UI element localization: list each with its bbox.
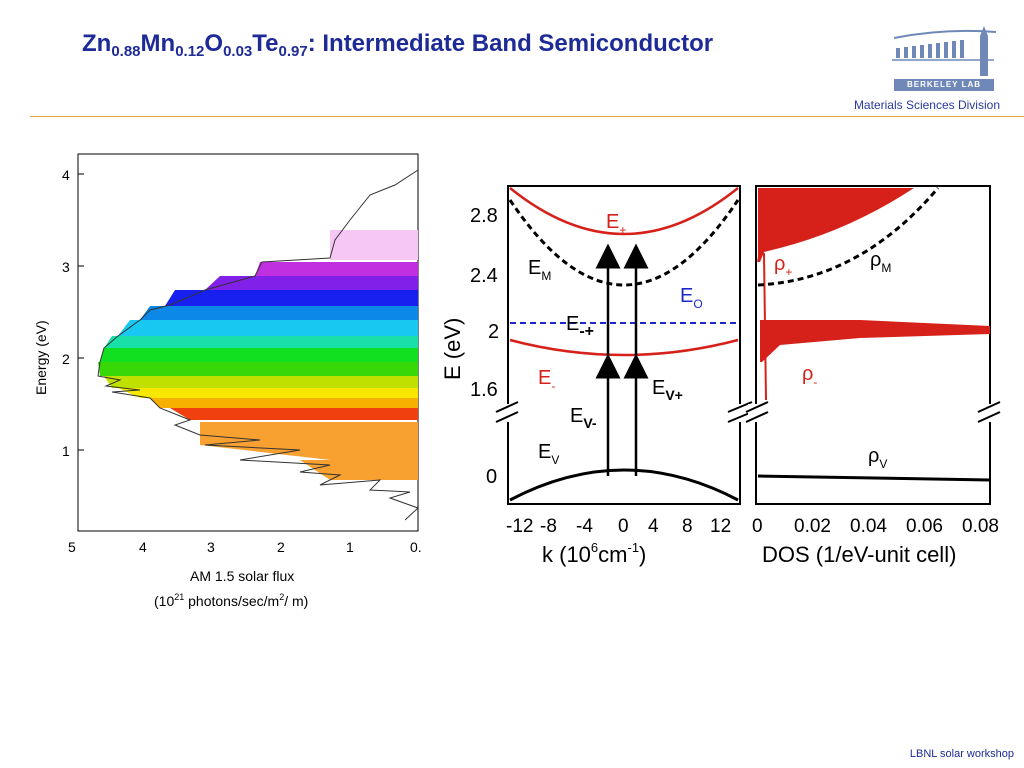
dos-xtick: 0: [752, 516, 763, 537]
solar-ytick: 3: [62, 259, 70, 275]
label-e-v-plus: EV+: [652, 377, 683, 403]
band-xtick: 0: [618, 516, 629, 537]
band-ytick: 2.8: [470, 205, 498, 227]
band-ytick: 0: [486, 466, 497, 488]
dos-x-axis: 0 0.02 0.04 0.06 0.08: [752, 516, 999, 537]
e-minus-band: [509, 338, 739, 357]
band-plot-frame: [507, 185, 741, 505]
solar-xtick: 2: [277, 539, 285, 555]
band-ytick: 1.6: [470, 379, 498, 401]
solar-ytick: 4: [62, 167, 70, 183]
label-rho-m: ρM: [870, 249, 891, 275]
berkeley-lab-logo: [892, 26, 997, 76]
footer-label: LBNL solar workshop: [909, 748, 1014, 760]
logo-text: BERKELEY LAB: [894, 79, 994, 91]
dos-xtick: 0.04: [850, 516, 887, 537]
solar-xtick: 5: [68, 539, 76, 555]
label-rho-v: ρV: [868, 445, 887, 471]
solar-xtick: 4: [139, 539, 147, 555]
band-ytick: 2.4: [470, 265, 498, 287]
band-ytick: 2: [488, 321, 499, 343]
e-plus-band: [509, 187, 739, 236]
label-e-minus-plus: E-+: [566, 313, 594, 340]
solar-xtick: 1: [346, 539, 354, 555]
label-e-plus: E+: [606, 211, 626, 237]
slide-title: Zn0.88Mn0.12O0.03Te0.97: Intermediate Ba…: [82, 30, 714, 60]
division-label: Materials Sciences Division: [853, 98, 1000, 112]
label-rho-plus: ρ+: [774, 253, 792, 279]
solar-x-axis: 5 4 3 2 1 0.: [68, 539, 422, 555]
band-x-axis: -12 -8 -4 0 4 8 12: [506, 516, 731, 537]
dos-xtick: 0.08: [962, 516, 999, 537]
band-xtick: -4: [576, 516, 593, 537]
band-y-axis: 0 1.6 2 2.4 2.8 E (eV): [440, 205, 499, 488]
label-e-o: EO: [680, 285, 703, 311]
dos-xlabel: DOS (1/eV-unit cell): [762, 542, 956, 567]
label-e-minus: E-: [538, 367, 555, 393]
dos-xtick: 0.06: [906, 516, 943, 537]
header-divider: [30, 116, 1024, 117]
rho-v-line: [757, 474, 991, 482]
band-xlabel: k (106cm-1): [542, 540, 646, 567]
rho-m-curve: [757, 187, 940, 287]
band-xtick: 4: [648, 516, 659, 537]
solar-spectrum-bands: [98, 230, 418, 480]
solar-ytick: 1: [62, 443, 70, 459]
band-structure-figure: 0 1.6 2 2.4 2.8 E (eV) E+ EM EO E-+ E- E…: [440, 185, 1001, 567]
label-e-m: EM: [528, 257, 551, 283]
solar-y-axis: 1 2 3 4 Energy (eV): [33, 167, 84, 459]
dos-xtick: 0.02: [794, 516, 831, 537]
band-xtick: 12: [710, 516, 731, 537]
solar-xlabel-line1: AM 1.5 solar flux: [190, 568, 294, 584]
solar-xtick: 0.: [410, 539, 422, 555]
band-xtick: 8: [682, 516, 693, 537]
rho-minus-fill: [760, 320, 990, 362]
solar-ytick: 2: [62, 351, 70, 367]
dos-plot-frame: [755, 185, 991, 505]
label-e-v-minus: EV-: [570, 405, 597, 431]
solar-xlabel-line2: (1021 photons/sec/m2/ m): [154, 592, 308, 609]
solar-ylabel: Energy (eV): [33, 320, 49, 395]
label-e-v: EV: [538, 441, 559, 467]
label-rho-minus: ρ-: [802, 363, 817, 389]
band-xtick: -8: [540, 516, 557, 537]
e-v-band: [509, 468, 739, 502]
solar-xtick: 3: [207, 539, 215, 555]
rho-plus-fill: [758, 188, 914, 262]
band-xtick: -12: [506, 516, 533, 537]
solar-spectrum-figure: 1 2 3 4 Energy (eV) 5 4 3 2 1 0. AM 1.5 …: [33, 153, 422, 609]
band-ylabel: E (eV): [440, 318, 465, 380]
solar-spectrum-outline: [97, 169, 419, 521]
